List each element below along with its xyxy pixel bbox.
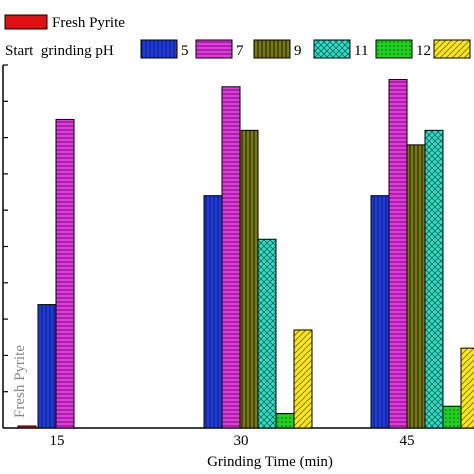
bar-series6-45: [460, 347, 474, 429]
bar-5-15: [37, 304, 57, 429]
bar-5-30: [203, 195, 223, 429]
bars: [17, 79, 474, 429]
legend-label-12: 12: [416, 43, 431, 59]
bar-5-45: [370, 195, 390, 429]
legend-title: Start grinding pH: [5, 43, 114, 59]
bar-9-45: [406, 144, 426, 429]
x-tick-labels: 15 30 45: [50, 433, 415, 449]
legend-swatch-9: [253, 39, 291, 59]
y-ticks: [3, 64, 8, 393]
bar-9-30: [239, 129, 259, 429]
legend-items: 5 7 9 11 12: [140, 39, 471, 59]
bar-12-30: [275, 412, 295, 429]
x-tick-label-15: 15: [50, 433, 65, 449]
legend-label-9: 9: [294, 43, 302, 59]
bar-series6-30: [293, 329, 313, 429]
x-tick-label-30: 30: [234, 433, 249, 449]
legend-swatch-series6: [433, 39, 471, 59]
legend-swatch-5: [140, 39, 178, 59]
bar-12-45: [442, 405, 462, 429]
legend-swatch-fresh-pyrite: [4, 14, 48, 30]
legend-label-7: 7: [236, 43, 244, 59]
bar-11-30: [257, 238, 277, 429]
legend-label-11: 11: [354, 43, 368, 59]
fresh-pyrite-annotation: Fresh Pyrite: [12, 345, 28, 418]
legend-swatch-12: [375, 39, 413, 59]
legend-label-5: 5: [181, 43, 189, 59]
bar-7-15: [55, 118, 75, 429]
legend: Fresh Pyrite Start grinding pH 5 7 9 11 12: [4, 14, 471, 59]
legend-swatch-7: [195, 39, 233, 59]
x-axis-title: Grinding Time (min): [207, 454, 333, 470]
bar-11-45: [424, 129, 444, 429]
x-tick-label-45: 45: [400, 433, 415, 449]
legend-label-fresh-pyrite: Fresh Pyrite: [52, 15, 125, 31]
bar-7-30: [221, 86, 241, 429]
legend-swatch-11: [313, 39, 351, 59]
bar-7-45: [388, 79, 408, 429]
bar-fresh-pyrite: [17, 425, 37, 429]
